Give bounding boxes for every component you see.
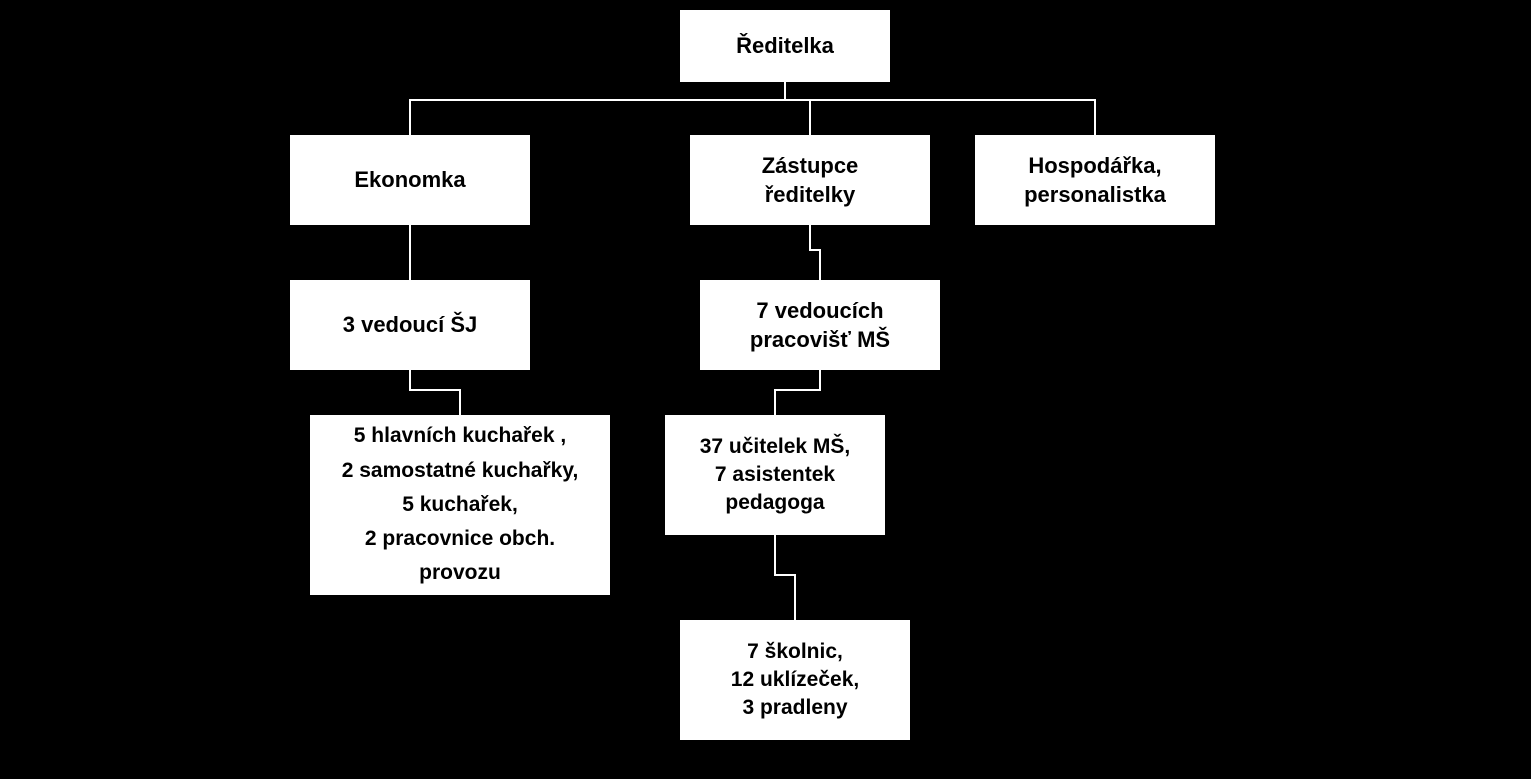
node-text-line: 12 uklízeček, [731,667,859,693]
node-text-line: 2 pracovnice obch. [365,526,555,552]
node-reditelka: Ředitelka [680,10,890,82]
node-vedouci-sj: 3 vedoucí ŠJ [290,280,530,370]
connector [775,370,820,415]
node-text-line: ředitelky [765,181,856,209]
node-text-line: 37 učitelek MŠ, [700,434,851,460]
node-text-line: Zástupce [762,152,859,180]
node-text-line: 2 samostatné kuchařky, [342,458,579,484]
node-text-line: provozu [419,560,501,586]
node-text-line: 7 asistentek [715,462,835,488]
node-text-line: 3 pradleny [742,695,847,721]
node-hospodarka: Hospodářka,personalistka [975,135,1215,225]
node-text-line: 7 vedoucích [756,297,883,325]
node-text-line: Hospodářka, [1028,152,1161,180]
node-text-line: pracovišť MŠ [750,326,890,354]
node-text-line: Ekonomka [354,166,465,194]
node-text-line: 5 hlavních kuchařek , [354,423,566,449]
node-skolnice: 7 školnic,12 uklízeček,3 pradleny [680,620,910,740]
node-text-line: 7 školnic, [747,639,843,665]
node-kucharky: 5 hlavních kuchařek , 2 samostatné kuchař… [310,415,610,595]
connector [775,535,795,620]
node-text-line: pedagoga [725,490,824,516]
connector [410,370,460,415]
node-text-line: 5 kuchařek, [402,492,518,518]
connector [810,225,820,280]
node-vedouci-ms: 7 vedoucíchpracovišť MŠ [700,280,940,370]
connector [785,82,1095,135]
connector [785,82,810,135]
connector [410,82,785,135]
node-text-line: personalistka [1024,181,1166,209]
node-ekonomka: Ekonomka [290,135,530,225]
node-zastupce: Zástupceředitelky [690,135,930,225]
node-text-line: 3 vedoucí ŠJ [343,311,478,339]
node-ucitelky: 37 učitelek MŠ,7 asistentekpedagoga [665,415,885,535]
node-text-line: Ředitelka [736,32,834,60]
